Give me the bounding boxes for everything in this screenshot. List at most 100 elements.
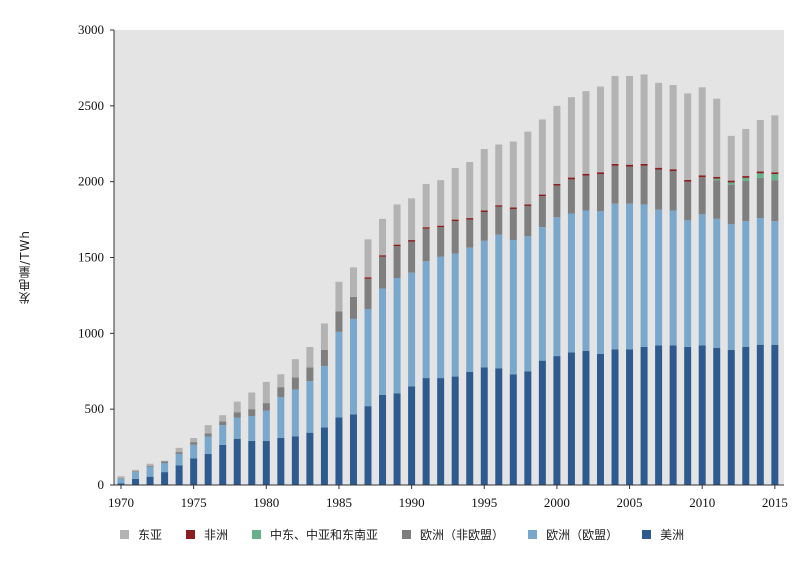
- bar-1990-series-0: [408, 386, 416, 485]
- bar-2010-series-5: [698, 87, 706, 176]
- bar-1990-series-2: [408, 241, 416, 273]
- y-tick-label-2000: 2000: [78, 174, 104, 189]
- bar-1993-series-0: [451, 376, 459, 485]
- bar-2002-series-0: [582, 350, 590, 485]
- bar-2003-series-1: [596, 211, 604, 354]
- bar-2010-series-2: [698, 177, 706, 215]
- bar-2015-series-3: [771, 174, 779, 181]
- bar-1992-series-0: [437, 378, 445, 485]
- bar-2000-series-5: [553, 105, 561, 184]
- bar-2009-series-1: [684, 220, 692, 347]
- bar-1995-series-1: [480, 240, 488, 368]
- bar-1995-series-5: [480, 149, 488, 211]
- bar-1971-series-0: [132, 478, 140, 485]
- bar-2013-series-1: [742, 221, 750, 347]
- bar-2010-series-0: [698, 345, 706, 485]
- bar-1970-series-5: [117, 476, 125, 479]
- bar-1990-series-4: [408, 240, 416, 242]
- bar-1996-series-0: [495, 368, 503, 485]
- bar-2009-series-4: [684, 179, 692, 182]
- legend-item-africa: 非洲: [186, 526, 228, 543]
- x-tick-label-2005: 2005: [617, 495, 643, 510]
- bar-1971-series-5: [132, 469, 140, 472]
- bar-2009-series-0: [684, 346, 692, 485]
- bar-2013-series-3: [742, 177, 750, 181]
- bar-2006-series-0: [640, 346, 648, 485]
- bar-1972-series-0: [146, 476, 154, 485]
- bar-1982-series-0: [291, 436, 299, 485]
- bar-2008-series-5: [669, 85, 677, 170]
- legend-label: 欧洲（欧盟）: [546, 527, 619, 542]
- bar-1999-series-0: [538, 360, 546, 485]
- bar-2012-series-5: [727, 135, 735, 181]
- bar-1979-series-2: [248, 409, 256, 416]
- bar-1999-series-2: [538, 196, 546, 228]
- bar-2012-series-4: [727, 180, 735, 183]
- bar-1998-series-4: [524, 204, 532, 206]
- bar-1976-series-5: [204, 425, 212, 434]
- bar-2004-series-5: [611, 75, 619, 164]
- bar-1979-series-1: [248, 415, 256, 442]
- bar-1985-series-1: [335, 331, 343, 418]
- bar-1980-series-2: [262, 403, 270, 411]
- bar-2003-series-5: [596, 86, 604, 173]
- legend-swatch-middle-east-asia: [252, 529, 262, 539]
- bar-2012-series-1: [727, 224, 735, 351]
- legend-label: 中东、中亚和东南亚: [270, 527, 379, 542]
- bar-1972-series-5: [146, 463, 154, 466]
- bar-1973-series-2: [161, 461, 169, 464]
- bar-2011-series-1: [713, 218, 721, 348]
- bar-1991-series-1: [422, 261, 430, 379]
- bar-2004-series-0: [611, 349, 619, 485]
- bar-1987-series-0: [364, 406, 372, 485]
- bar-1998-series-1: [524, 236, 532, 372]
- x-tick-label-2010: 2010: [689, 495, 715, 510]
- bar-2000-series-2: [553, 185, 561, 218]
- bar-1981-series-5: [277, 374, 285, 388]
- bar-2011-series-0: [713, 347, 721, 485]
- bar-1990-series-5: [408, 198, 416, 241]
- bar-1984-series-1: [320, 365, 328, 428]
- bar-1981-series-1: [277, 397, 285, 438]
- legend-item-americas: 美洲: [642, 526, 684, 543]
- legend-label: 美洲: [660, 527, 685, 542]
- bar-1976-series-0: [204, 453, 212, 485]
- bar-2007-series-5: [655, 82, 663, 168]
- bar-1991-series-0: [422, 378, 430, 485]
- bar-1980-series-0: [262, 441, 270, 485]
- bar-1988-series-0: [379, 394, 387, 485]
- bar-2007-series-4: [655, 167, 663, 170]
- y-tick-label-500: 500: [85, 401, 105, 416]
- bar-2013-series-4: [742, 176, 750, 178]
- x-tick-label-2000: 2000: [544, 495, 570, 510]
- bar-1977-series-5: [219, 415, 227, 422]
- bar-1981-series-0: [277, 437, 285, 485]
- bar-1992-series-5: [437, 180, 445, 226]
- legend-item-europe-non-eu: 欧洲（非欧盟）: [402, 526, 504, 543]
- bar-1997-series-0: [509, 374, 517, 485]
- bar-2014-series-1: [756, 218, 764, 345]
- bar-1989-series-5: [393, 204, 401, 245]
- bar-2015-series-4: [771, 172, 779, 175]
- bar-1984-series-0: [320, 427, 328, 485]
- legend-item-europe-eu: 欧洲（欧盟）: [528, 526, 618, 543]
- bar-1978-series-5: [233, 401, 241, 413]
- bar-2007-series-1: [655, 209, 663, 346]
- bar-2015-series-0: [771, 344, 779, 485]
- legend-label: 非洲: [204, 527, 229, 542]
- bar-1989-series-1: [393, 277, 401, 394]
- bar-1994-series-0: [466, 372, 474, 485]
- bar-2007-series-2: [655, 169, 663, 210]
- bar-2013-series-0: [742, 346, 750, 485]
- legend-label: 欧洲（非欧盟）: [420, 527, 505, 542]
- bar-1977-series-1: [219, 425, 227, 445]
- bar-1975-series-2: [190, 442, 198, 445]
- bar-1996-series-4: [495, 205, 503, 207]
- bar-1996-series-2: [495, 206, 503, 235]
- legend-swatch-americas: [642, 529, 652, 539]
- bar-2004-series-2: [611, 165, 619, 204]
- bar-2005-series-4: [626, 164, 634, 167]
- bar-1993-series-5: [451, 168, 459, 220]
